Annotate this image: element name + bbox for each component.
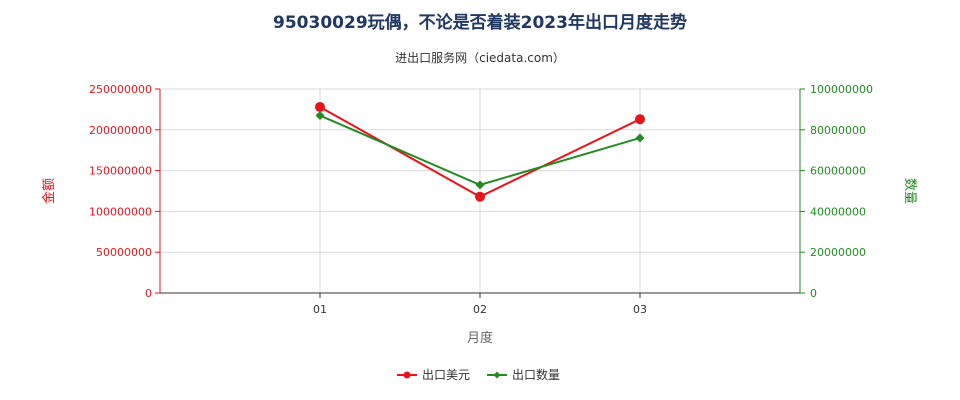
x-tick-label: 03 bbox=[633, 303, 647, 316]
x-tick-label: 01 bbox=[313, 303, 327, 316]
y-left-tick-label: 0 bbox=[145, 287, 152, 300]
grid-layer bbox=[159, 88, 801, 294]
y-left-tick-label: 50000000 bbox=[96, 246, 152, 259]
series-1-point bbox=[635, 114, 645, 125]
y-left-tick-label: 150000000 bbox=[89, 165, 152, 178]
chart-title: 95030029玩偶，不论是否着装2023年出口月度走势 bbox=[273, 12, 687, 33]
y-left-tick-label: 250000000 bbox=[89, 83, 152, 96]
series-layer bbox=[315, 101, 645, 202]
y-right-tick-label: 0 bbox=[810, 287, 817, 300]
y-left-tick-label: 200000000 bbox=[89, 124, 152, 137]
y-right-tick-label: 20000000 bbox=[810, 246, 866, 259]
y-left-tick-label: 100000000 bbox=[89, 205, 152, 218]
series-2-point bbox=[475, 180, 485, 190]
y-right-tick-label: 100000000 bbox=[810, 83, 873, 96]
y-right-tick-label: 60000000 bbox=[810, 165, 866, 178]
legend-swatch-marker-2 bbox=[493, 371, 501, 379]
x-axis-title: 月度 bbox=[467, 330, 493, 346]
legend-label-2: 出口数量 bbox=[512, 367, 560, 382]
axis-layer: 0500000001000000001500000002000000002500… bbox=[89, 83, 873, 316]
y-axis-right-title: 数量 bbox=[902, 178, 917, 204]
y-right-tick-label: 80000000 bbox=[810, 124, 866, 137]
legend-swatch-marker-1 bbox=[403, 371, 411, 379]
series-2-point bbox=[635, 133, 645, 143]
legend: 出口美元 出口数量 bbox=[397, 367, 560, 382]
series-2-point bbox=[315, 111, 325, 121]
chart-subtitle: 进出口服务网（ciedata.com） bbox=[395, 50, 565, 65]
legend-label-1: 出口美元 bbox=[422, 368, 470, 382]
x-tick-label: 02 bbox=[473, 303, 487, 316]
y-axis-left-title: 金额 bbox=[41, 178, 57, 204]
series-1-point bbox=[315, 101, 325, 112]
y-right-tick-label: 40000000 bbox=[810, 205, 866, 218]
series-1-point bbox=[475, 191, 485, 202]
